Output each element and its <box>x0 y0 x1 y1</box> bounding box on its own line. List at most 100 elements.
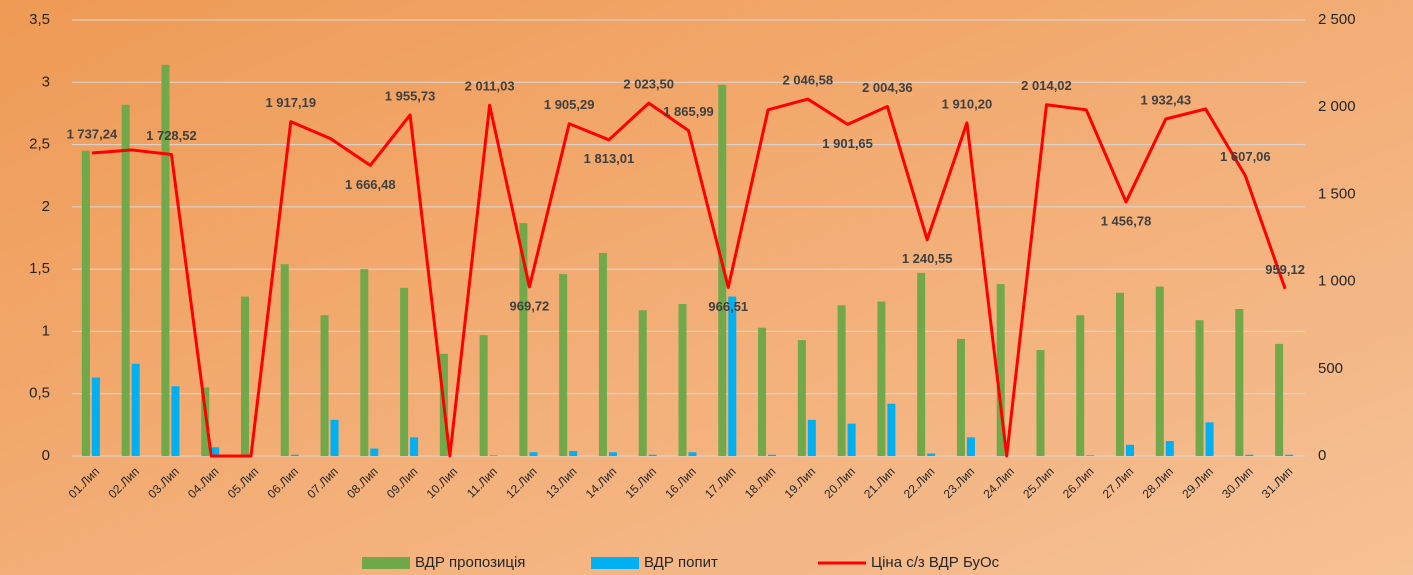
data-label: 1 905,29 <box>544 97 595 112</box>
y2-tick-label: 1 000 <box>1318 273 1356 290</box>
data-label: 2 011,03 <box>465 79 515 94</box>
data-label: 966,51 <box>708 299 748 314</box>
bar <box>807 419 816 456</box>
data-label: 2 023,50 <box>623 77 674 92</box>
y-tick-label: 0 <box>42 447 50 464</box>
y-tick-label: 1 <box>42 322 50 339</box>
data-label: 969,72 <box>510 298 550 313</box>
y-tick-label: 0,5 <box>29 385 50 402</box>
y2-tick-label: 1 500 <box>1318 185 1356 202</box>
data-label: 2 046,58 <box>783 73 834 88</box>
line <box>91 97 1287 458</box>
bar <box>131 363 140 456</box>
bar <box>638 310 647 456</box>
bar <box>917 272 926 456</box>
bar <box>1275 343 1284 456</box>
bar <box>410 437 419 456</box>
bar <box>797 340 806 456</box>
bar <box>728 296 737 456</box>
bar <box>519 223 528 456</box>
bar <box>81 150 90 457</box>
bar <box>996 284 1005 456</box>
bar <box>400 287 409 456</box>
bar <box>837 305 846 456</box>
data-label: 1 813,01 <box>584 151 635 166</box>
bar <box>956 338 965 456</box>
bar <box>479 335 488 456</box>
bar <box>598 252 607 456</box>
y2-tick-label: 2 000 <box>1318 98 1356 115</box>
legend-label: Ціна с/з ВДР БуОс <box>871 554 1000 571</box>
bar <box>768 454 777 456</box>
y-tick-label: 3 <box>42 73 50 90</box>
bar <box>966 437 975 456</box>
data-label: 1 240,55 <box>902 251 953 266</box>
bar <box>1245 454 1254 456</box>
bar <box>211 447 220 456</box>
bar <box>569 451 578 456</box>
bar <box>1086 455 1095 456</box>
y2-tick-label: 2 500 <box>1318 11 1356 28</box>
bar <box>330 419 339 456</box>
data-label: 1 607,06 <box>1220 149 1271 164</box>
bar <box>1195 320 1204 456</box>
data-label: 1 917,19 <box>265 95 316 110</box>
data-label: 1 901,65 <box>822 136 873 151</box>
bar <box>648 454 657 456</box>
bar <box>1235 309 1244 456</box>
legend-swatch <box>591 557 639 569</box>
bar <box>280 264 289 456</box>
y-tick-label: 1,5 <box>29 260 50 277</box>
data-label: 1 666,48 <box>345 177 396 192</box>
bar <box>161 64 170 457</box>
bar <box>320 315 329 456</box>
bar <box>529 452 538 456</box>
bar <box>1036 350 1045 456</box>
bar <box>688 452 697 456</box>
bar <box>489 455 498 456</box>
y-tick-label: 2 <box>42 198 50 215</box>
bar <box>370 448 379 456</box>
bar <box>608 452 617 456</box>
bar <box>360 269 369 456</box>
bar <box>1126 444 1135 456</box>
legend-swatch <box>362 557 410 569</box>
bar <box>1116 292 1125 456</box>
data-label: 1 932,43 <box>1140 92 1191 107</box>
bar <box>1076 315 1085 456</box>
bar <box>1165 441 1174 456</box>
bar <box>121 104 130 457</box>
data-label: 1 910,20 <box>942 96 993 111</box>
bar <box>559 274 568 456</box>
y-tick-label: 2,5 <box>29 136 50 153</box>
bar <box>1285 454 1294 456</box>
data-label: 2 004,36 <box>862 80 913 95</box>
data-label: 959,12 <box>1265 262 1305 277</box>
bar <box>91 377 100 456</box>
bar <box>847 423 856 456</box>
data-label: 2 014,02 <box>1021 78 1072 93</box>
bar <box>887 403 896 456</box>
y2-tick-label: 500 <box>1318 360 1343 377</box>
bar <box>758 327 767 456</box>
bar <box>927 453 936 456</box>
y-tick-label: 3,5 <box>29 11 50 28</box>
y2-tick-label: 0 <box>1318 447 1326 464</box>
bar <box>678 304 687 456</box>
legend-label: ВДР попит <box>644 554 718 571</box>
data-label: 1 456,78 <box>1101 213 1152 228</box>
bar <box>240 296 249 456</box>
bar <box>877 301 886 456</box>
bar <box>718 84 727 456</box>
data-label: 1 865,99 <box>663 104 714 119</box>
data-label: 1 737,24 <box>67 126 118 141</box>
data-label: 1 955,73 <box>385 88 436 103</box>
bar <box>290 454 299 456</box>
bar <box>171 386 180 456</box>
legend-label: ВДР пропозиція <box>415 554 525 571</box>
bar <box>1155 286 1164 456</box>
data-label: 1 728,52 <box>146 128 197 143</box>
bar <box>1205 422 1214 456</box>
